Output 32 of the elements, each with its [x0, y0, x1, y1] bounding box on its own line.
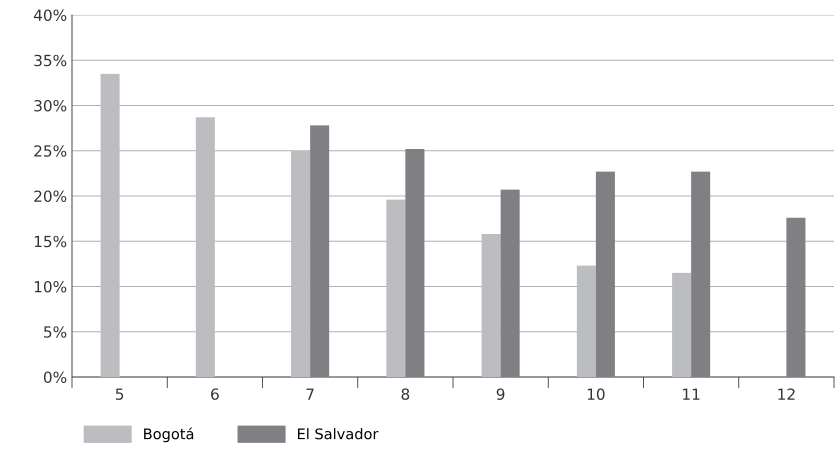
x-tick-label: 7	[306, 388, 314, 400]
bar	[291, 150, 310, 377]
y-tick-label: 40%	[34, 9, 66, 22]
legend-label: El Salvador	[298, 428, 378, 440]
y-tick-label: 35%	[34, 54, 66, 66]
x-tick-label: 8	[402, 388, 410, 400]
bar	[786, 218, 806, 377]
y-tick-label: 30%	[34, 100, 66, 112]
bar	[386, 200, 406, 377]
bar	[196, 117, 215, 377]
x-tick-label: 11	[683, 388, 700, 400]
bar	[596, 172, 615, 377]
y-tick-label: 20%	[34, 190, 66, 202]
x-tick-label: 10	[588, 388, 605, 400]
bar	[500, 190, 520, 377]
x-tick-label: 9	[496, 388, 504, 400]
legend-label: Bogotá	[144, 427, 194, 442]
x-tick-label: 6	[211, 388, 219, 400]
y-tick-label: 25%	[34, 145, 66, 157]
y-tick-label: 0%	[44, 371, 66, 384]
y-tick-label: 15%	[34, 236, 66, 248]
x-tick-label: 12	[778, 388, 795, 400]
bar	[405, 148, 424, 377]
bar	[310, 125, 330, 377]
bar	[576, 266, 596, 377]
bar	[691, 172, 710, 377]
bar	[482, 234, 501, 377]
bar	[100, 74, 120, 377]
y-tick-label: 5%	[44, 326, 66, 338]
bar	[672, 272, 692, 377]
x-tick-label: 5	[116, 388, 124, 400]
y-tick-label: 10%	[34, 280, 66, 293]
